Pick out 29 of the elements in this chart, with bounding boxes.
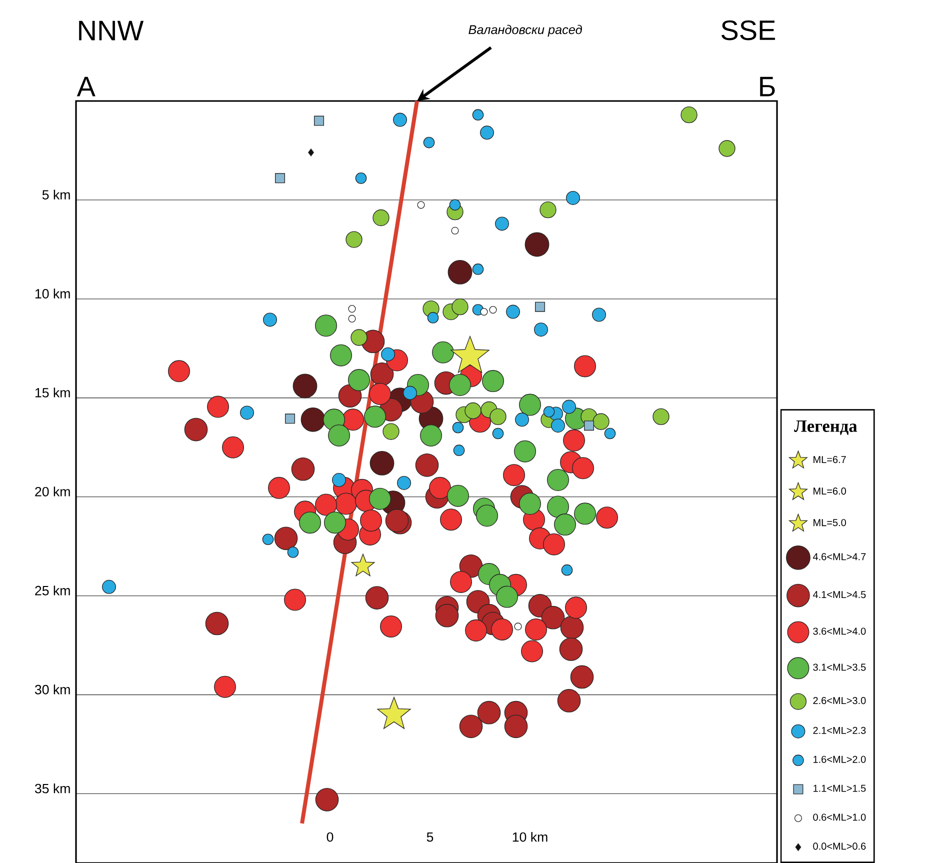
legend-label: ML=6.0 [814,488,846,495]
x-tick-label: 0 [326,832,334,842]
text: SSE [721,20,776,40]
x-tick-label: 5 [426,832,434,842]
legend-label: 0.0<ML>0.6 [813,842,866,850]
y-tick-label: 30 km [34,684,70,694]
legend-label: ML=5.0 [814,519,846,526]
legend-label: 3.6<ML>4.0 [813,628,866,635]
legend-label: 1.6<ML>2.0 [814,756,866,763]
legend-label: 2.1<ML>2.3 [813,726,866,734]
legend-label: 3.1<ML>3.5 [813,664,866,671]
x-tick-label: 10 km [512,832,548,842]
legend-title: Легенда [794,420,858,435]
text: NNW [79,20,144,40]
y-tick-label: 10 km [35,288,70,298]
legend-label: ML=6.7 [814,456,846,464]
annotation: Валандовски расед [468,24,582,37]
legend-label: 4.6<ML>4.7 [812,553,866,560]
legend-label: 4.1<ML>4.5 [812,591,866,598]
legend-label: 2.6<ML>3.0 [813,697,866,704]
y-tick-label: 5 km [42,190,70,200]
text: Б [760,76,775,96]
y-tick-label: 25 km [35,586,70,596]
y-tick-label: 15 km [35,388,70,398]
legend-label: 0.6<ML>1.0 [813,814,866,821]
legend-label: 1.1<ML>1.5 [814,784,866,792]
y-tick-label: 20 km [35,486,70,496]
y-tick-label: 35 km [34,783,70,794]
text: А [76,76,96,96]
